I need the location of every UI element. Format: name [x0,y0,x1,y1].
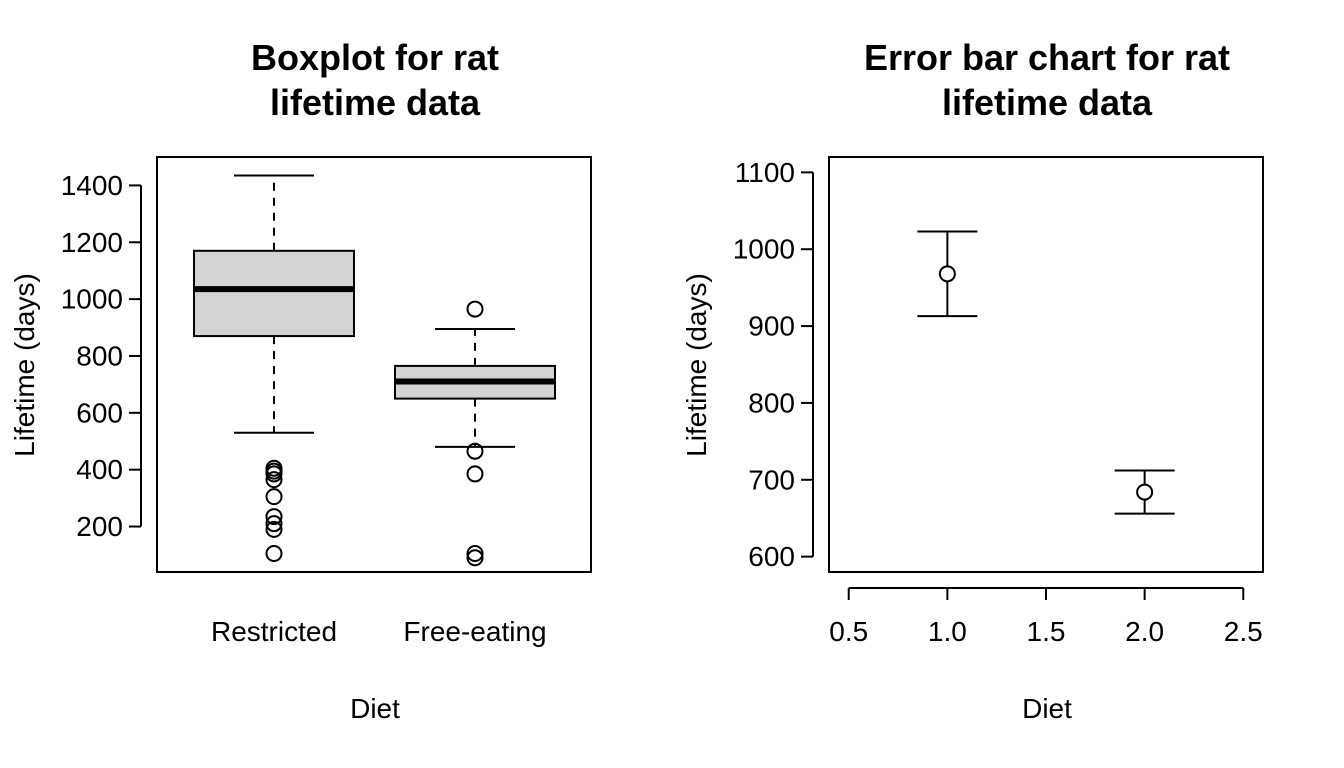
boxplot-y-tick-label: 600 [76,397,123,428]
boxplot-y-axis: 200 400 600 800 1000 1200 1400 [61,170,142,542]
boxplot-y-axis-label: Lifetime (days) [9,273,40,457]
box-iqr [193,249,355,338]
errorbar-title-line-1: Error bar chart for rat [864,37,1230,78]
errorbar-y-axis: 600 700 800 900 1000 1100 [733,157,814,572]
boxplot-panel: Boxplot for rat lifetime data 200 400 600 8… [9,37,592,724]
errorbar-y-tick-label: 600 [748,541,795,572]
errorbar-points [917,230,1175,515]
errorbar-x-tick-label: 2.5 [1224,616,1263,647]
errorbar-plot-frame [828,156,1264,573]
boxplot-x-tick-label: Free-eating [403,616,546,647]
boxplot-plot-frame [156,156,592,573]
errorbar-x-tick-label: 2.0 [1125,616,1164,647]
outlier-point [265,471,283,489]
errorbar-y-tick-label: 800 [748,387,795,418]
boxplot-y-tick-label: 1400 [61,170,123,201]
boxplot-y-tick-label: 1200 [61,227,123,258]
boxplot-title-line-1: Boxplot for rat [251,37,499,78]
outlier-point [265,520,283,538]
boxplot-y-tick-label: 800 [76,340,123,371]
errorbar-x-axis: 0.5 1.0 1.5 2.0 2.5 [829,587,1263,647]
boxplot-x-tick-label: Restricted [211,616,337,647]
outlier-point [466,545,484,563]
errorbar-x-tick-label: 1.5 [1027,616,1066,647]
outlier-point [466,300,484,318]
errorbar-x-axis-label: Diet [1022,693,1072,724]
outlier-point [466,442,484,460]
errorbar-y-tick-label: 1000 [733,234,795,265]
mean-point [938,265,956,283]
errorbar-y-tick-label: 1100 [735,157,795,188]
boxplot-boxes [193,174,556,567]
box-group-free-eating [394,300,556,567]
errorbar-x-tick-label: 1.0 [928,616,967,647]
outlier-point [265,459,283,477]
outlier-point [265,508,283,526]
outlier-point [265,488,283,506]
errorbar-y-tick-label: 700 [748,464,795,495]
mean-point [1136,483,1154,501]
boxplot-y-tick-label: 200 [76,511,123,542]
boxplot-title-line-2: lifetime data [270,82,481,123]
box-group-restricted [193,174,355,563]
outlier-point [466,465,484,483]
errorbar-x-tick-label: 0.5 [829,616,868,647]
outlier-point [466,549,484,567]
boxplot-y-tick-label: 400 [76,454,123,485]
boxplot-x-tick-labels: Restricted Free-eating [211,616,547,647]
errorbar-y-tick-label: 900 [748,311,795,342]
boxplot-x-axis-label: Diet [350,693,400,724]
errorbar-panel: Error bar chart for rat lifetime data 60… [681,37,1264,724]
errorbar-group-1 [917,230,978,318]
boxplot-y-tick-label: 1000 [61,284,123,315]
errorbar-group-2 [1114,469,1175,515]
errorbar-title-line-2: lifetime data [942,82,1153,123]
errorbar-y-axis-label: Lifetime (days) [681,273,712,457]
outlier-point [265,515,283,533]
outlier-point [265,545,283,563]
